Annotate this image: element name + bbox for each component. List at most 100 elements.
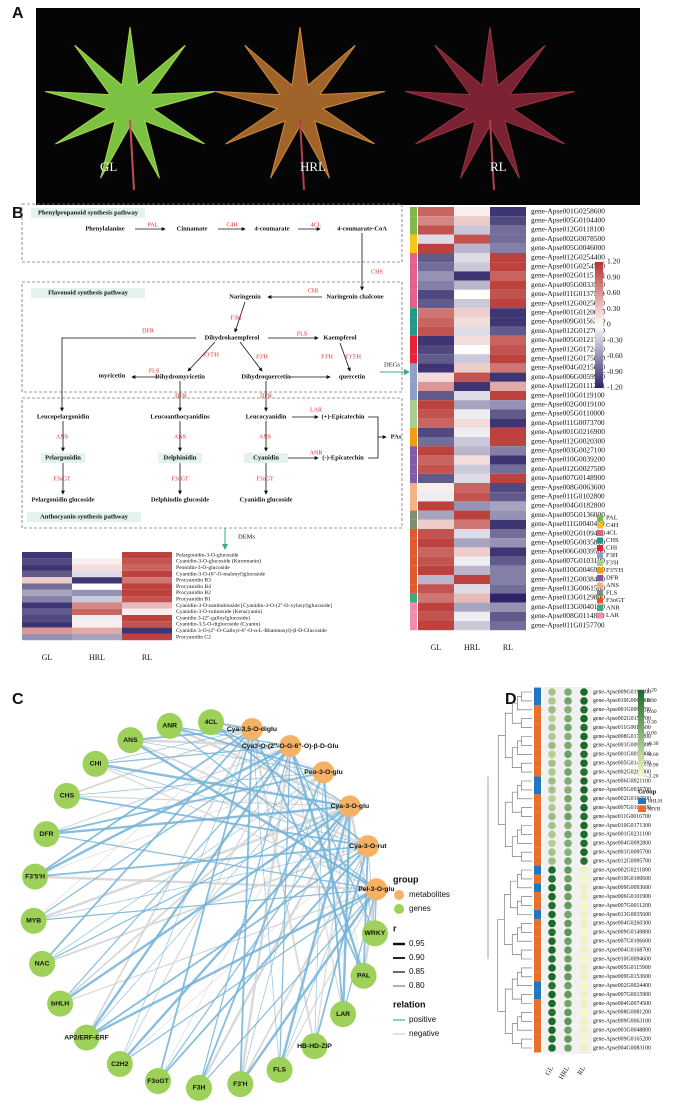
- heatmap-cell: [122, 577, 172, 584]
- node-label: C2H2: [111, 1061, 129, 1068]
- row-label: gene-Apse002G0024400: [593, 983, 651, 989]
- row-label: gene-Apse005G0140500: [593, 761, 651, 767]
- heatmap-cell: [72, 621, 122, 628]
- legend-swatch: [597, 530, 603, 536]
- heatmap-dot: [548, 857, 556, 865]
- group-bar: [534, 972, 541, 982]
- compound-highlight: [244, 453, 288, 463]
- heatmap-dot: [580, 741, 588, 750]
- heatmap-dot: [580, 1035, 588, 1043]
- row-label: gene-Apse010G0094600: [593, 956, 651, 962]
- network-edge: [278, 746, 291, 1070]
- heatmap-cell: [418, 575, 454, 585]
- network-edge: [34, 728, 253, 878]
- legend-label: CHS: [606, 537, 619, 544]
- heatmap-dot: [564, 741, 572, 750]
- gene-node: [301, 1033, 328, 1060]
- heatmap-cell: [418, 354, 454, 364]
- gene-node: [145, 1068, 172, 1095]
- link-label: DEMs: [238, 533, 255, 540]
- row-label: gene-Apse008G0173200: [593, 734, 651, 740]
- group-bar: [534, 767, 541, 777]
- compound: Delphinidin: [164, 454, 197, 461]
- scale-label: -0.60: [607, 351, 623, 360]
- row-label: gene-Apse002G0281000: [593, 769, 651, 775]
- gene-node: [53, 782, 80, 809]
- heatmap-dot: [580, 723, 588, 732]
- dendrogram-branch: [511, 836, 522, 857]
- legend-swatch: [597, 515, 603, 521]
- heatmap-cell: [22, 633, 72, 641]
- heatmap-dot: [564, 795, 572, 803]
- heatmap-cell: [490, 418, 526, 428]
- heatmap-cell: [122, 570, 172, 578]
- dendrogram-branch: [521, 807, 532, 817]
- group-bar: [534, 927, 541, 937]
- group-bar: [534, 696, 541, 706]
- heatmap-cell: [454, 602, 490, 612]
- heatmap-cell: [72, 552, 122, 559]
- pathway-arrow: [339, 342, 351, 372]
- group-bar: [534, 803, 541, 813]
- heatmap-cell: [490, 427, 526, 437]
- heatmap-dot: [548, 910, 556, 919]
- row-label: gene-Apse005G0115900: [593, 965, 651, 971]
- row-label: gene-Apse002G0160500: [593, 796, 651, 802]
- family-bar: [410, 381, 417, 391]
- row-label: gene-Apse012G0127600: [531, 326, 605, 335]
- row-label: gene-Apse012G0172400: [531, 344, 605, 353]
- heatmap-cell: [418, 501, 454, 511]
- heatmap-dot: [580, 937, 588, 945]
- row-label: gene-Apse001G0258600: [531, 206, 605, 215]
- group-bar: [534, 794, 541, 804]
- link-label: DEGs: [384, 361, 400, 368]
- row-label: gene-Apse012G0025600: [531, 298, 605, 307]
- scale-label: 1.20: [647, 687, 657, 693]
- heatmap-dot: [580, 786, 588, 794]
- scale-label: 0.30: [607, 304, 620, 313]
- row-label: gene-Apse005G0104400: [531, 216, 605, 225]
- legend-label: 0.80: [409, 981, 425, 990]
- row-label: gene-Apse001G0097700: [593, 707, 651, 713]
- gene-node: [117, 727, 144, 754]
- heatmap-dot: [548, 892, 556, 901]
- heatmap-cell: [490, 326, 526, 336]
- heatmap-cell: [454, 556, 490, 566]
- group-bar: [534, 776, 541, 786]
- enzyme: F3H: [231, 315, 242, 321]
- row-label: Procyanidin B4: [176, 584, 211, 590]
- row-label: gene-Apse005G0035700: [593, 787, 651, 793]
- network-edge: [239, 888, 378, 1085]
- legend-swatch: [597, 567, 603, 574]
- heatmap-dot: [580, 697, 588, 705]
- family-bar: [410, 345, 417, 355]
- heatmap-cell: [122, 615, 172, 622]
- gene-node: [350, 962, 377, 989]
- heatmap-cell: [418, 483, 454, 493]
- row-label: gene-Apse008G0063600: [531, 482, 605, 491]
- heatmap-cell: [454, 473, 490, 483]
- gene-node: [73, 1024, 100, 1051]
- heatmap-cell: [418, 547, 454, 557]
- panel-label: A: [12, 5, 24, 22]
- heatmap-cell: [122, 621, 172, 628]
- family-bar: [410, 234, 417, 244]
- heatmap-dot: [564, 875, 572, 883]
- heatmap-cell: [490, 437, 526, 447]
- group-bar: [534, 829, 541, 839]
- heatmap-dot: [580, 857, 588, 865]
- group-bar: [534, 758, 541, 768]
- heatmap-dot: [580, 839, 588, 848]
- compound: Pelargonidin: [45, 454, 81, 461]
- gene-node: [47, 990, 74, 1017]
- heatmap-cell: [454, 326, 490, 336]
- network-edge: [169, 725, 377, 890]
- node-label: F3'H: [233, 1081, 248, 1088]
- heatmap-cell: [418, 409, 454, 419]
- row-label: gene-Apse010G0119100: [531, 390, 605, 399]
- heatmap-cell: [490, 529, 526, 539]
- heatmap-dot: [564, 697, 572, 705]
- heatmap-dot: [580, 964, 588, 972]
- heatmap-dot: [548, 1008, 556, 1017]
- scale-label: -0.30: [647, 741, 659, 747]
